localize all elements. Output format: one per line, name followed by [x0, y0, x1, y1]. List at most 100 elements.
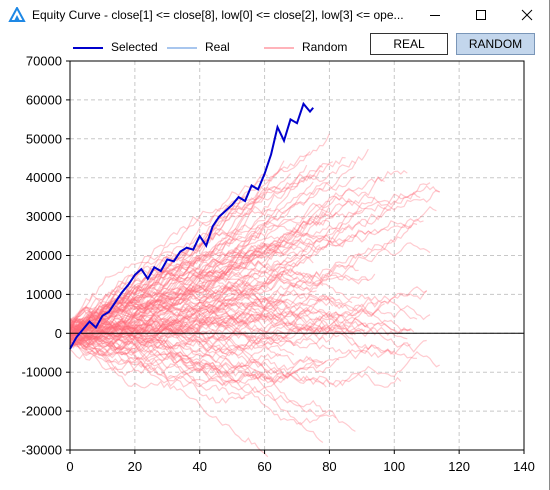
random-series-line	[69, 244, 282, 331]
random-series-line	[69, 253, 298, 335]
random-series-line	[69, 329, 440, 388]
y-tick-label: -10000	[22, 365, 62, 380]
random-series-line	[69, 211, 337, 332]
random-series-line	[69, 162, 356, 334]
random-series-line	[69, 315, 369, 353]
random-series-line	[69, 307, 243, 335]
random-series-line	[69, 298, 334, 339]
random-series-line	[69, 341, 324, 382]
chart-grid	[70, 61, 524, 450]
random-series-line	[69, 332, 262, 386]
random-series-line	[69, 316, 282, 357]
random-series-line	[69, 333, 233, 355]
random-series-line	[69, 161, 333, 337]
maximize-button[interactable]	[458, 0, 504, 30]
random-series-line	[69, 176, 385, 327]
x-tick-label: 60	[257, 459, 271, 474]
random-series-line	[69, 327, 327, 413]
random-series-line	[69, 317, 411, 348]
random-series-group	[69, 133, 440, 458]
random-series-line	[70, 191, 259, 340]
random-series-line	[69, 306, 415, 333]
random-series-line	[69, 191, 265, 338]
x-tick-label: 40	[192, 459, 206, 474]
random-series-line	[69, 219, 330, 329]
random-series-line	[69, 294, 343, 339]
random-series-line	[69, 233, 346, 340]
random-series-line	[69, 328, 288, 354]
random-series-line	[69, 242, 431, 338]
random-series-line	[69, 272, 369, 346]
random-series-line	[69, 222, 418, 335]
random-series-line	[69, 294, 418, 348]
random-series-line	[69, 317, 324, 348]
random-series-line	[69, 133, 330, 328]
y-tick-label: 50000	[26, 131, 62, 146]
random-series-line	[69, 165, 324, 346]
y-tick-label: 10000	[26, 287, 62, 302]
random-series-line	[69, 181, 330, 338]
random-series-line	[69, 336, 268, 358]
random-series-line	[69, 328, 356, 432]
close-icon	[521, 9, 533, 21]
legend-selected-swatch	[73, 47, 103, 49]
random-series-line	[69, 301, 282, 341]
real-button[interactable]: REAL	[370, 33, 448, 55]
random-series-line	[69, 311, 395, 360]
random-series-line	[69, 272, 428, 329]
random-series-line	[69, 249, 278, 340]
random-series-line	[69, 334, 236, 388]
random-series-line	[69, 156, 346, 331]
random-series-line	[69, 284, 408, 340]
plot-frame	[69, 60, 525, 451]
random-series-line	[69, 164, 308, 335]
random-series-line	[69, 160, 285, 338]
random-button[interactable]: RANDOM	[456, 33, 535, 55]
close-button[interactable]	[504, 0, 550, 30]
chart-ticks: -30000 -20000 -10000 0 10000 20000 30000 40000 5…	[22, 54, 535, 475]
random-series-line	[69, 331, 321, 387]
random-series-line	[69, 314, 369, 339]
random-series-line	[69, 304, 288, 353]
chart-axes	[69, 60, 525, 451]
y-tick-label: 20000	[26, 248, 62, 263]
random-series-line	[69, 181, 314, 346]
random-series-line	[69, 286, 427, 337]
x-tick-label: 20	[128, 459, 142, 474]
random-series-line	[69, 197, 353, 337]
random-series-line	[69, 326, 372, 380]
minimize-button[interactable]	[412, 0, 458, 30]
random-series-line	[69, 304, 431, 362]
y-tick-label: 40000	[26, 170, 62, 185]
random-series-line	[70, 263, 282, 342]
random-series-line	[69, 206, 392, 337]
random-series-line	[69, 332, 337, 426]
random-series-line	[69, 309, 282, 342]
legend-real-label: Real	[205, 40, 230, 54]
legend-real-swatch	[167, 47, 197, 49]
random-series-line	[69, 310, 340, 341]
plot-area	[70, 61, 524, 450]
y-tick-label: 60000	[26, 92, 62, 107]
random-series-line	[69, 316, 327, 375]
y-tick-label: 70000	[26, 54, 62, 69]
app-logo-icon	[8, 7, 26, 22]
random-series-line	[69, 239, 311, 349]
x-tick-label: 80	[322, 459, 336, 474]
random-series-line	[69, 339, 285, 376]
random-series-line	[69, 244, 321, 340]
random-series-line	[69, 250, 307, 336]
random-series-line	[69, 236, 243, 331]
random-series-line	[69, 185, 281, 327]
random-series-line	[69, 185, 440, 330]
random-series-line	[69, 315, 411, 345]
legend-random-label: Random	[302, 40, 348, 54]
y-tick-label: 0	[55, 326, 62, 341]
random-series-line	[69, 223, 343, 331]
random-series-line	[69, 231, 242, 334]
legend-selected-label: Selected	[111, 40, 158, 54]
random-series-line	[69, 312, 427, 356]
random-series-line	[69, 173, 291, 334]
random-series-line	[69, 270, 314, 329]
